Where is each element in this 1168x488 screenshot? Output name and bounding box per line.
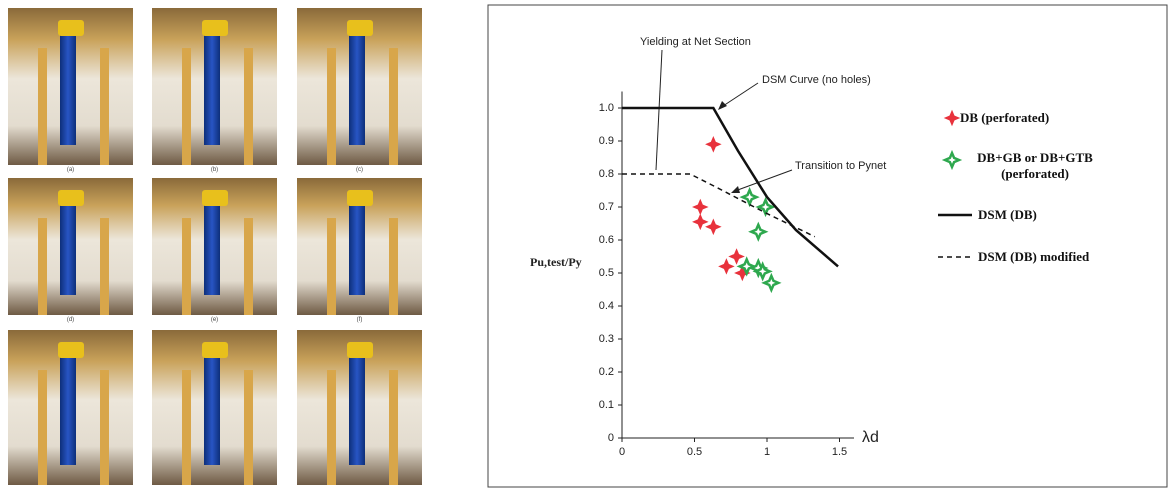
- photo: [8, 178, 133, 315]
- curve: [622, 173, 816, 238]
- y-tick-label: 0.3: [599, 333, 614, 345]
- y-tick-label: 0.2: [599, 366, 614, 378]
- y-tick-label: 0.9: [599, 135, 614, 147]
- column-specimen: [204, 33, 220, 145]
- post: [327, 370, 336, 485]
- post: [182, 218, 191, 315]
- loading-cap: [58, 342, 84, 358]
- post: [327, 48, 336, 165]
- legend-label: DB (perforated): [960, 110, 1050, 125]
- data-point: [718, 258, 735, 275]
- curve: [622, 106, 839, 268]
- annotation: Yielding at Net Section: [640, 36, 751, 48]
- arrow-head: [718, 101, 727, 110]
- photo-caption: (e): [210, 317, 219, 323]
- data-point: [761, 272, 782, 294]
- photo-caption: (c): [356, 167, 363, 173]
- data-point: [748, 221, 769, 242]
- x-tick-label: 0: [619, 446, 625, 458]
- data-point: [752, 261, 773, 282]
- column-specimen: [204, 355, 220, 465]
- photo: [297, 178, 422, 315]
- data-point: [739, 186, 760, 208]
- arrow-head: [731, 186, 740, 193]
- y-tick-label: 0.4: [599, 300, 614, 312]
- loading-cap: [347, 342, 373, 358]
- y-tick-label: 0.8: [599, 168, 614, 180]
- data-point: [755, 196, 776, 218]
- legend-label: DSM (DB) modified: [978, 249, 1090, 264]
- x-tick-label: 1: [764, 446, 770, 458]
- column-specimen: [204, 203, 220, 295]
- annotation-arrow: [719, 82, 759, 109]
- photo: [297, 8, 422, 165]
- chart-frame: [487, 4, 1168, 488]
- loading-cap: [202, 190, 228, 206]
- post: [38, 218, 47, 315]
- data-point: [705, 218, 722, 236]
- loading-cap: [347, 20, 373, 36]
- y-tick-label: 0.5: [599, 267, 614, 279]
- annotation: DSM Curve (no holes): [762, 74, 871, 86]
- legend-marker: [941, 149, 963, 171]
- post: [38, 370, 47, 485]
- photo: [297, 330, 422, 485]
- post: [100, 370, 109, 485]
- post: [327, 218, 336, 315]
- data-point: [728, 248, 745, 265]
- post: [100, 218, 109, 315]
- data-point: [705, 136, 722, 153]
- x-axis-label: λd: [862, 429, 879, 446]
- data-point: [736, 256, 757, 277]
- photo-caption: (f): [356, 317, 363, 323]
- annotation-arrow: [655, 49, 663, 171]
- loading-cap: [202, 342, 228, 358]
- photo-caption: (b): [210, 167, 219, 173]
- y-axis-label: Pu,test/Py: [530, 255, 582, 269]
- photo: [8, 330, 133, 485]
- post: [38, 48, 47, 165]
- data-point: [692, 213, 709, 231]
- y-tick-label: 0.6: [599, 234, 614, 246]
- loading-cap: [58, 190, 84, 206]
- y-tick-label: 1.0: [599, 102, 614, 114]
- y-tick-label: 0: [608, 432, 614, 444]
- x-tick-label: 1.5: [832, 446, 847, 458]
- photo-caption: (a): [66, 167, 75, 173]
- x-tick-label: 0.5: [687, 446, 702, 458]
- post: [244, 218, 253, 315]
- loading-cap: [58, 20, 84, 36]
- photo: [152, 8, 277, 165]
- column-specimen: [349, 203, 365, 295]
- column-specimen: [349, 33, 365, 145]
- legend-label: DB+GB or DB+GTB (perforated): [977, 150, 1093, 181]
- post: [389, 48, 398, 165]
- loading-cap: [202, 20, 228, 36]
- post: [182, 370, 191, 485]
- post: [182, 48, 191, 165]
- post: [244, 370, 253, 485]
- column-specimen: [60, 355, 76, 465]
- column-specimen: [60, 203, 76, 295]
- post: [100, 48, 109, 165]
- legend-label: DSM (DB): [978, 207, 1037, 222]
- y-tick-label: 0.1: [599, 399, 614, 411]
- photo-caption: (d): [66, 317, 75, 323]
- loading-cap: [347, 190, 373, 206]
- post: [389, 370, 398, 485]
- y-tick-label: 0.7: [599, 201, 614, 213]
- column-specimen: [60, 33, 76, 145]
- post: [389, 218, 398, 315]
- photo: [152, 178, 277, 315]
- annotation: Transition to Pynet: [795, 160, 886, 172]
- photo: [152, 330, 277, 485]
- post: [244, 48, 253, 165]
- annotation-arrow: [734, 169, 793, 192]
- photo: [8, 8, 133, 165]
- legend-marker: [943, 109, 961, 127]
- column-specimen: [349, 355, 365, 465]
